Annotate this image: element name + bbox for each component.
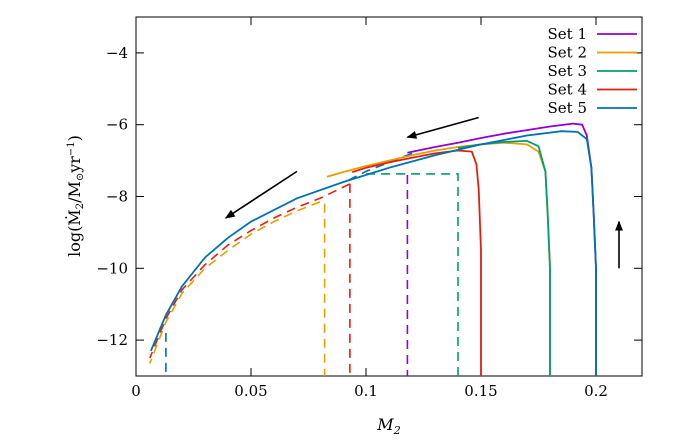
- y-axis-title: log(Ṁ2/M⊙yr−1): [64, 135, 86, 257]
- legend-label-set-4: Set 4: [548, 81, 588, 99]
- x-axis-title: M2: [376, 415, 400, 437]
- legend-label-set-3: Set 3: [548, 62, 588, 80]
- series-set-2-dashed: [149, 201, 321, 364]
- legend-label-set-2: Set 2: [548, 44, 588, 62]
- y-tick-label: −12: [96, 331, 128, 349]
- series-set-4-solid: [351, 149, 482, 376]
- x-tick-label: 0: [131, 382, 141, 400]
- svg-text:log(Ṁ2/M⊙yr−1): log(Ṁ2/M⊙yr−1): [64, 135, 86, 257]
- y-tick-label: −4: [106, 44, 128, 62]
- series-set-2-solid: [326, 141, 551, 376]
- annotation-arrow-1: [406, 116, 479, 139]
- series-set-5-solid: [150, 130, 597, 376]
- x-tick-label: 0.05: [234, 382, 267, 400]
- series-set-3-solid: [457, 140, 551, 376]
- legend-label-set-1: Set 1: [548, 25, 588, 43]
- x-tick-label: 0.2: [584, 382, 608, 400]
- annotation-arrow-2: [224, 170, 298, 219]
- series-set-3-dashed: [366, 173, 459, 376]
- legend-label-set-5: Set 5: [548, 99, 588, 117]
- y-tick-label: −10: [96, 259, 128, 277]
- y-tick-label: −6: [106, 116, 128, 134]
- x-tick-label: 0.1: [354, 382, 378, 400]
- y-tick-label: −8: [106, 188, 128, 206]
- series-set-1-solid: [407, 122, 597, 376]
- x-tick-label: 0.15: [464, 382, 497, 400]
- series-set-4-dashed: [149, 183, 351, 359]
